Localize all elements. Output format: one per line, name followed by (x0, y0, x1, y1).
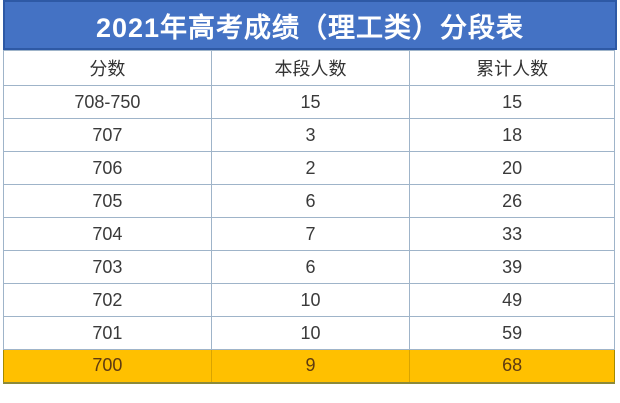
table-cell: 708-750 (3, 85, 212, 119)
table-cell: 703 (3, 250, 212, 284)
table-row: 705 6 26 (3, 184, 615, 218)
table-row: 703 6 39 (3, 250, 615, 284)
table-cell: 2 (210, 151, 411, 185)
table-cell: 39 (409, 250, 615, 284)
table-row: 701 10 59 (3, 316, 615, 350)
table-cell: 704 (3, 217, 212, 251)
title-banner: 2021年高考成绩（理工类）分段表 (3, 0, 617, 50)
table-cell: 9 (210, 349, 411, 384)
table-row: 700 9 68 (3, 349, 615, 384)
table-cell: 6 (210, 250, 411, 284)
table-cell: 7 (210, 217, 411, 251)
table-cell: 68 (409, 349, 615, 384)
table-cell: 700 (3, 349, 212, 384)
column-header-segment-count: 本段人数 (210, 50, 411, 86)
table-cell: 15 (210, 85, 411, 119)
table-cell: 706 (3, 151, 212, 185)
column-header-cumulative-count: 累计人数 (409, 50, 615, 86)
table-cell: 59 (409, 316, 615, 350)
table-cell: 701 (3, 316, 212, 350)
table-cell: 10 (210, 316, 411, 350)
table-row: 702 10 49 (3, 283, 615, 317)
table-cell: 10 (210, 283, 411, 317)
table-cell: 33 (409, 217, 615, 251)
page-title: 2021年高考成绩（理工类）分段表 (95, 12, 525, 43)
table-cell: 26 (409, 184, 615, 218)
table-row: 706 2 20 (3, 151, 615, 185)
table-cell: 15 (409, 85, 615, 119)
table-cell: 20 (409, 151, 615, 185)
table-row: 708-750 15 15 (3, 85, 615, 119)
table-cell: 6 (210, 184, 411, 218)
table-cell: 707 (3, 118, 212, 152)
page: 2021年高考成绩（理工类）分段表 分数 本段人数 累计人数 708-750 15… (3, 0, 617, 384)
header-row: 分数 本段人数 累计人数 (3, 50, 615, 86)
table-header: 分数 本段人数 累计人数 (3, 50, 615, 86)
table-cell: 49 (409, 283, 615, 317)
table-cell: 702 (3, 283, 212, 317)
column-header-score: 分数 (3, 50, 212, 86)
table-cell: 705 (3, 184, 212, 218)
table-row: 704 7 33 (3, 217, 615, 251)
table-row: 707 3 18 (3, 118, 615, 152)
table-body: 708-750 15 15 707 3 18 706 2 20 705 6 26 704 7 33 703 6 3… (3, 85, 615, 384)
table-cell: 18 (409, 118, 615, 152)
table-cell: 3 (210, 118, 411, 152)
score-table: 分数 本段人数 累计人数 708-750 15 15 707 3 18 706 2 20 705 6… (3, 50, 615, 384)
